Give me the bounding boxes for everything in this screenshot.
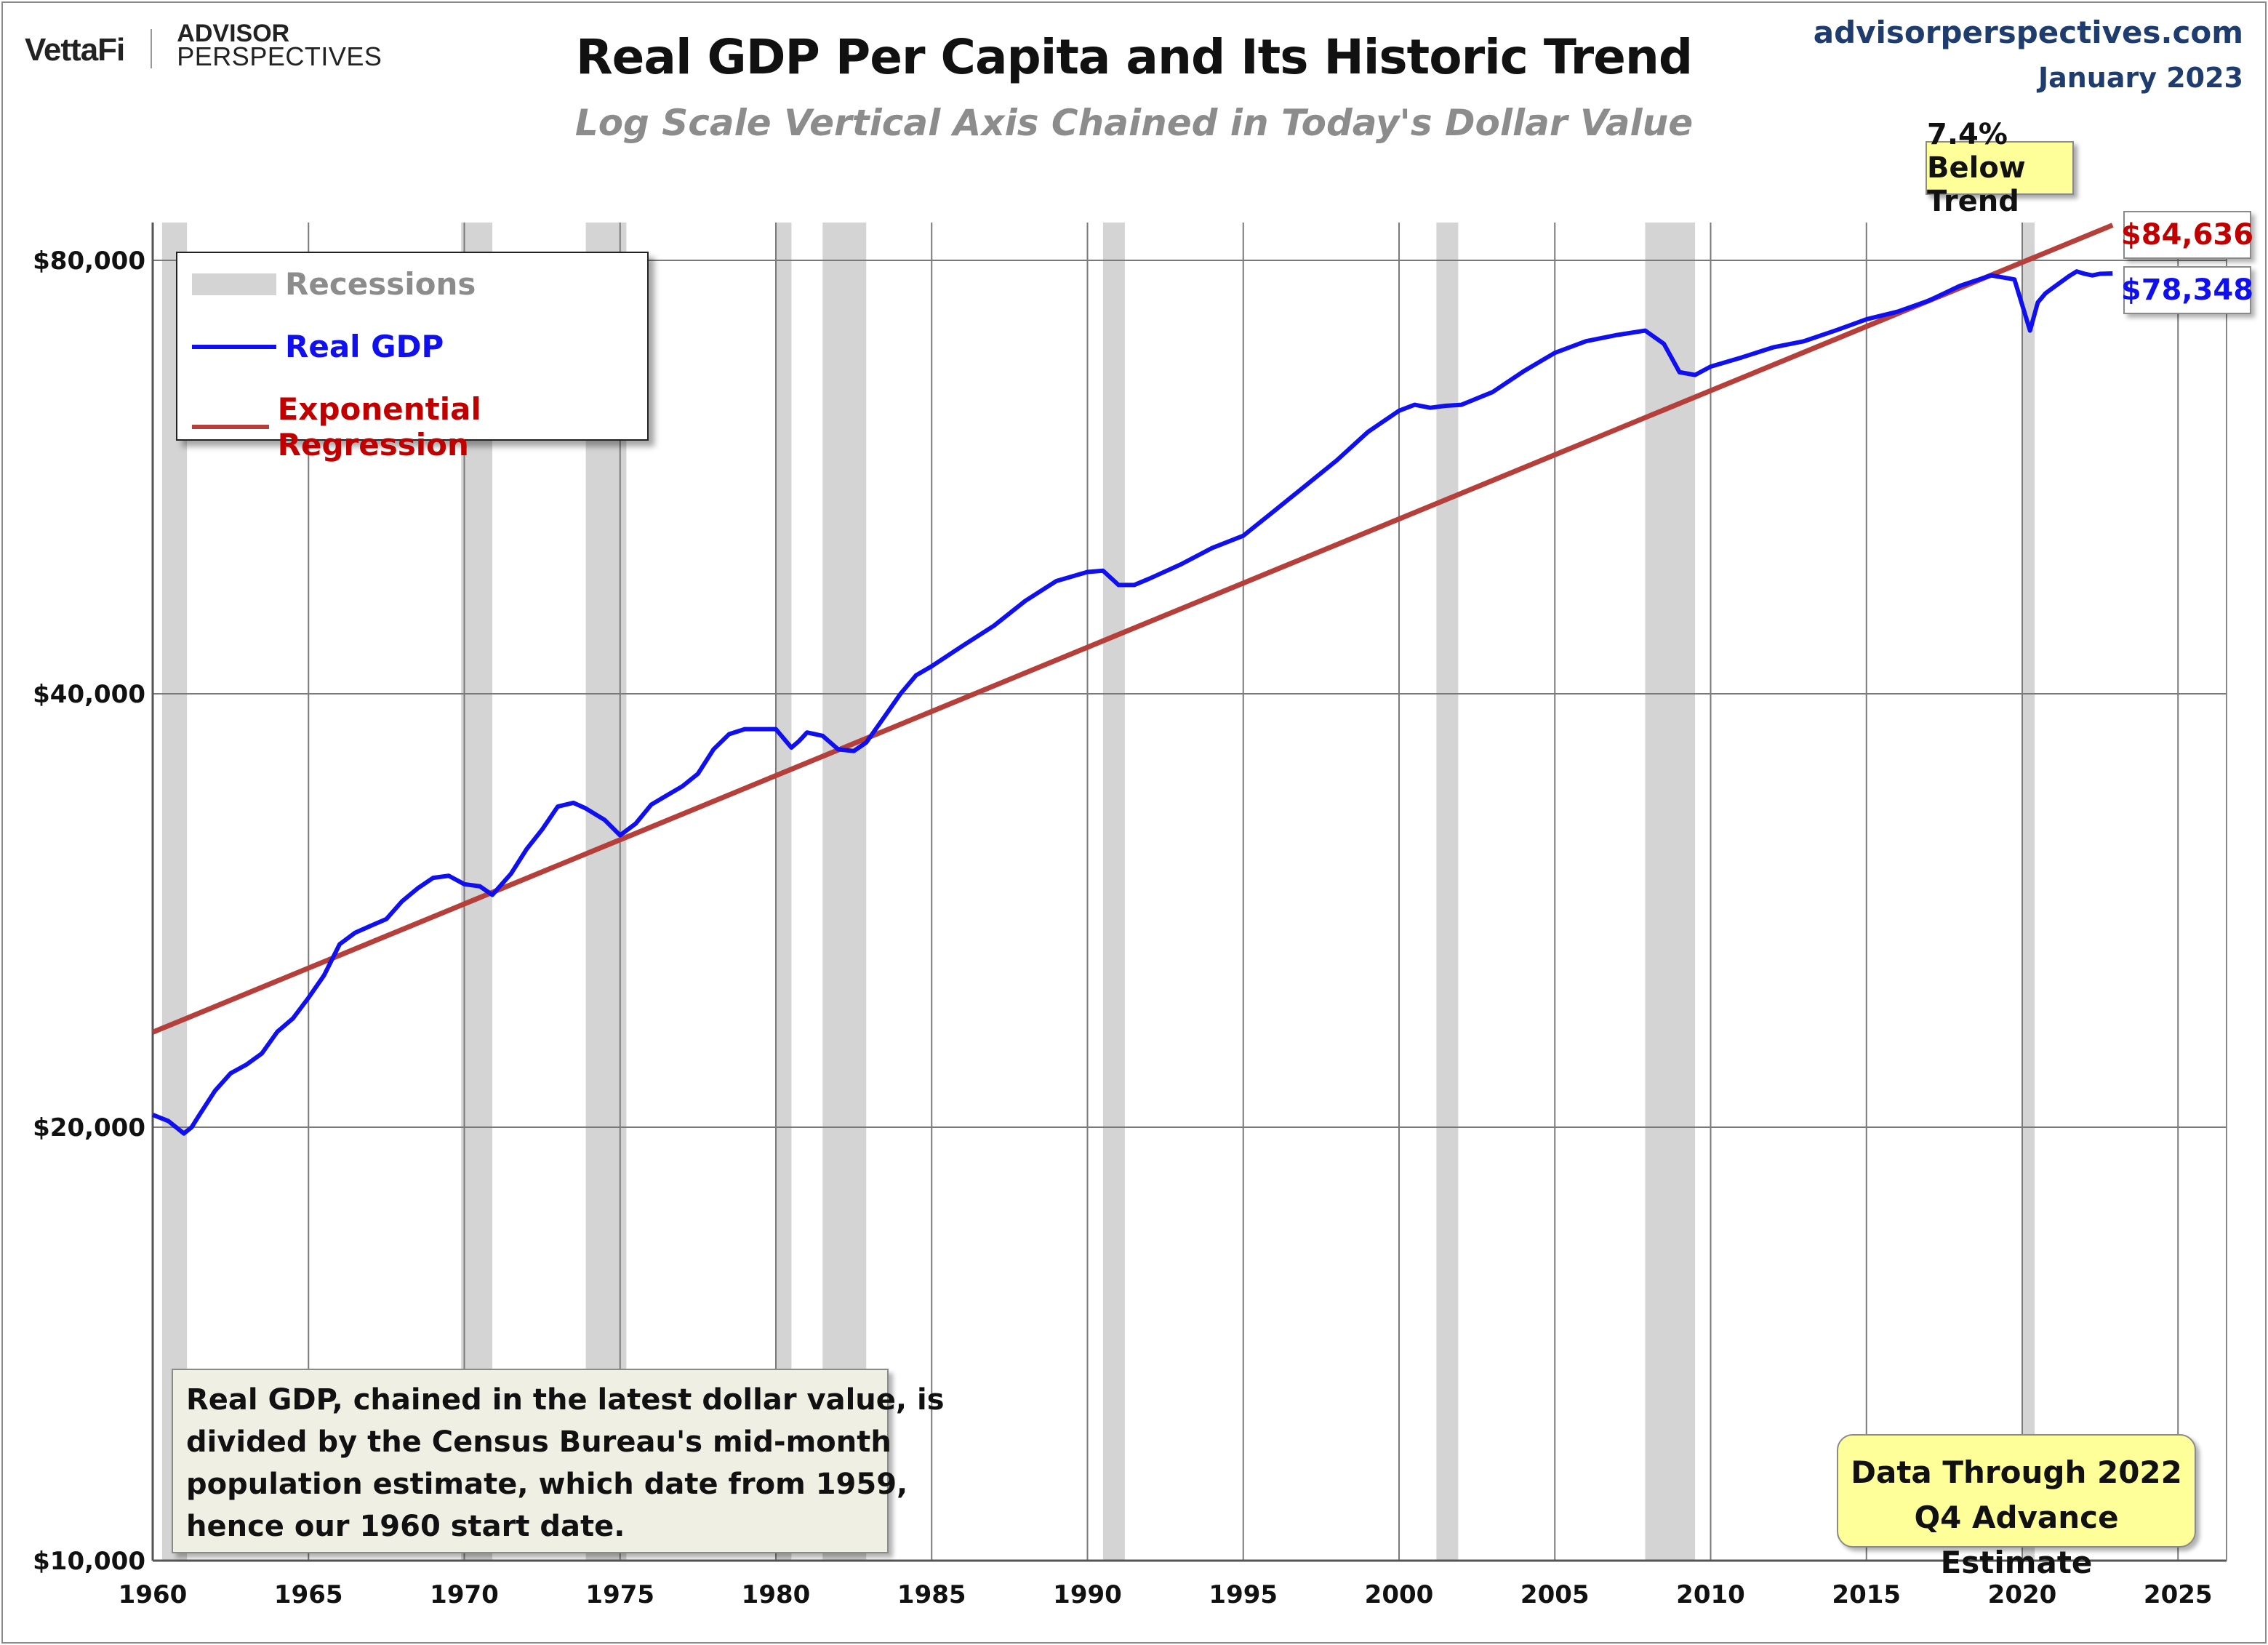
recession-band: [822, 223, 867, 1561]
gdp-value-label: $78,348: [2121, 266, 2253, 314]
data-through-box: Data Through 2022 Q4 Advance Estimate: [1837, 1434, 2196, 1580]
recession-band: [2022, 223, 2035, 1561]
publication-date: January 2023: [2037, 62, 2243, 94]
note-line: population estimate, which date from 195…: [186, 1468, 908, 1501]
real-gdp-swatch: [192, 344, 276, 349]
x-tick-label: 1970: [430, 1580, 499, 1609]
x-tick-label: 1990: [1053, 1580, 1122, 1609]
legend-item-recessions: Recessions: [192, 266, 476, 302]
x-tick-label: 2000: [1365, 1580, 1434, 1609]
below-trend-callout: 7.4% Below Trend: [1926, 118, 2074, 218]
note-line: Real GDP, chained in the latest dollar v…: [186, 1383, 945, 1417]
data-through-line-2: Q4 Advance Estimate: [1914, 1500, 2119, 1580]
logo-vettafi: VettaFi: [25, 32, 125, 68]
chart-title: Real GDP Per Capita and Its Historic Tre…: [575, 29, 1693, 85]
trend-value-label: $84,636: [2121, 211, 2253, 259]
logo-line-2: PERSPECTIVES: [177, 41, 382, 71]
real-gdp-line: [151, 269, 2113, 1136]
legend-label-real-gdp: Real GDP: [285, 329, 444, 364]
legend-label-recessions: Recessions: [285, 266, 476, 302]
legend-label-regression: Exponential Regression: [277, 391, 481, 463]
y-tick-label: $80,000: [33, 247, 145, 276]
y-axis-ticks: $10,000 $20,000 $40,000 $80,000: [33, 247, 145, 1576]
logo-line-1: ADVISOR: [177, 20, 290, 47]
gridlines: [153, 223, 2227, 1561]
legend-item-real-gdp: Real GDP: [192, 329, 444, 364]
y-tick-label: $40,000: [33, 680, 145, 709]
x-axis-ticks: 1960 1965 1970 1975 1980 1985 1990 1995 2000 2005…: [119, 1580, 2213, 1609]
plot-axes: [151, 223, 2227, 1562]
x-tick-label: 1975: [585, 1580, 654, 1609]
chart-subtitle: Log Scale Vertical Axis Chained in Today…: [574, 102, 1694, 144]
x-tick-label: 1985: [897, 1580, 966, 1609]
note-line: hence our 1960 start date.: [186, 1510, 625, 1543]
regression-line: [151, 223, 2114, 1035]
methodology-note: Real GDP, chained in the latest dollar v…: [172, 1369, 945, 1553]
y-tick-label: $20,000: [33, 1113, 145, 1142]
site-url[interactable]: advisorperspectives.com: [1813, 15, 2243, 50]
x-tick-label: 2020: [1988, 1580, 2057, 1609]
recession-band: [1436, 223, 1459, 1561]
x-tick-label: 2010: [1676, 1580, 1745, 1609]
series-lines: [151, 223, 2114, 1136]
x-tick-label: 1965: [274, 1580, 343, 1609]
logo-advisor-perspectives: ADVISOR PERSPECTIVES: [177, 19, 382, 71]
data-through-line-1: Data Through 2022: [1851, 1454, 2182, 1490]
recession-band: [1102, 223, 1125, 1561]
recession-band: [161, 223, 188, 1561]
chart-legend: Recessions Real GDP Exponential Regressi…: [176, 252, 649, 463]
site-info: advisorperspectives.com January 2023: [1814, 15, 2243, 94]
x-tick-label: 1995: [1209, 1580, 1278, 1609]
x-tick-label: 1980: [742, 1580, 811, 1609]
recession-band: [776, 223, 792, 1561]
recession-swatch: [192, 273, 276, 295]
regression-swatch: [192, 425, 269, 429]
note-line: divided by the Census Bureau's mid-month: [186, 1425, 891, 1459]
x-tick-label: 1960: [119, 1580, 188, 1609]
y-tick-label: $10,000: [33, 1547, 145, 1576]
recession-bands: [161, 223, 2035, 1561]
recession-band: [1645, 223, 1696, 1561]
legend-item-regression: Exponential Regression: [192, 391, 647, 463]
x-tick-label: 2015: [1832, 1580, 1901, 1609]
logo-divider: [151, 29, 153, 68]
x-tick-label: 2005: [1520, 1580, 1590, 1609]
vettafi-advisor-perspectives-logo: VettaFi ADVISOR PERSPECTIVES: [25, 19, 382, 71]
x-tick-label: 2025: [2144, 1580, 2213, 1609]
